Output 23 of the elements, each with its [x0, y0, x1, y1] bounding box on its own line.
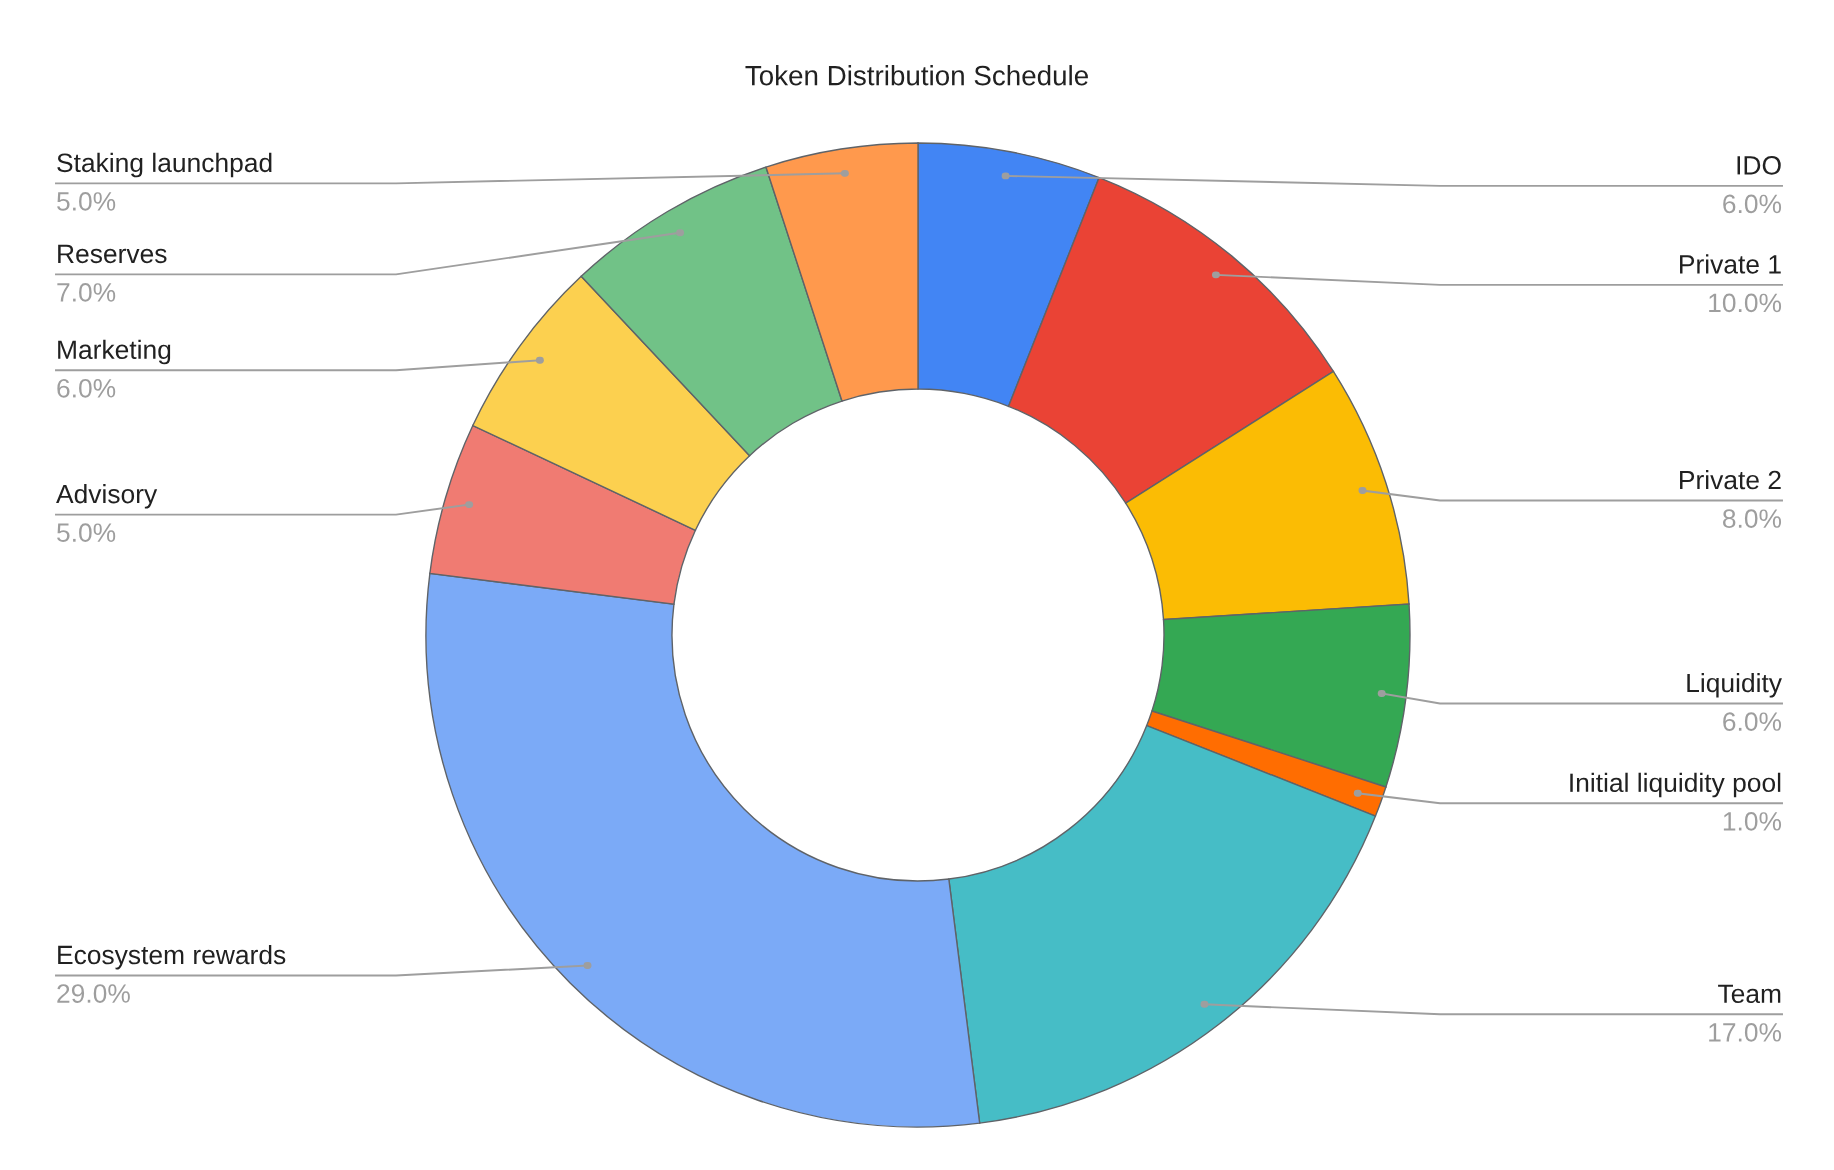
data-label: 6.0%: [1723, 194, 1782, 214]
slice-label: Staking launchpad: [57, 152, 272, 178]
slice-label: Advisory: [56, 484, 158, 509]
slice-label: Initial liquidity pool: [1570, 772, 1781, 798]
data-label: 5.0%: [57, 523, 116, 542]
data-label: 8.0%: [1723, 509, 1782, 528]
data-label: 7.0%: [57, 283, 116, 302]
slice-label: Ecosystem rewards: [58, 944, 286, 970]
data-label: 1.0%: [1723, 812, 1782, 831]
slice-label: Reserves: [58, 244, 167, 264]
data-label: 29.0%: [57, 984, 130, 1003]
slice-label: Liquidity: [1687, 672, 1782, 698]
slice-label: Team: [1718, 984, 1781, 1004]
data-label: 10.0%: [1709, 293, 1782, 313]
data-label: 17.0%: [1709, 1023, 1782, 1042]
slice-label: Private 2: [1680, 469, 1781, 490]
data-label: 6.0%: [1723, 712, 1782, 731]
slice-label: Private 1: [1680, 254, 1781, 274]
chart-title: Token Distribution Schedule: [745, 65, 1088, 86]
slice-label: IDO: [1737, 155, 1781, 175]
data-label: 6.0%: [57, 378, 116, 398]
data-label: 5.0%: [57, 192, 116, 211]
slice-label: Marketing: [58, 339, 171, 365]
